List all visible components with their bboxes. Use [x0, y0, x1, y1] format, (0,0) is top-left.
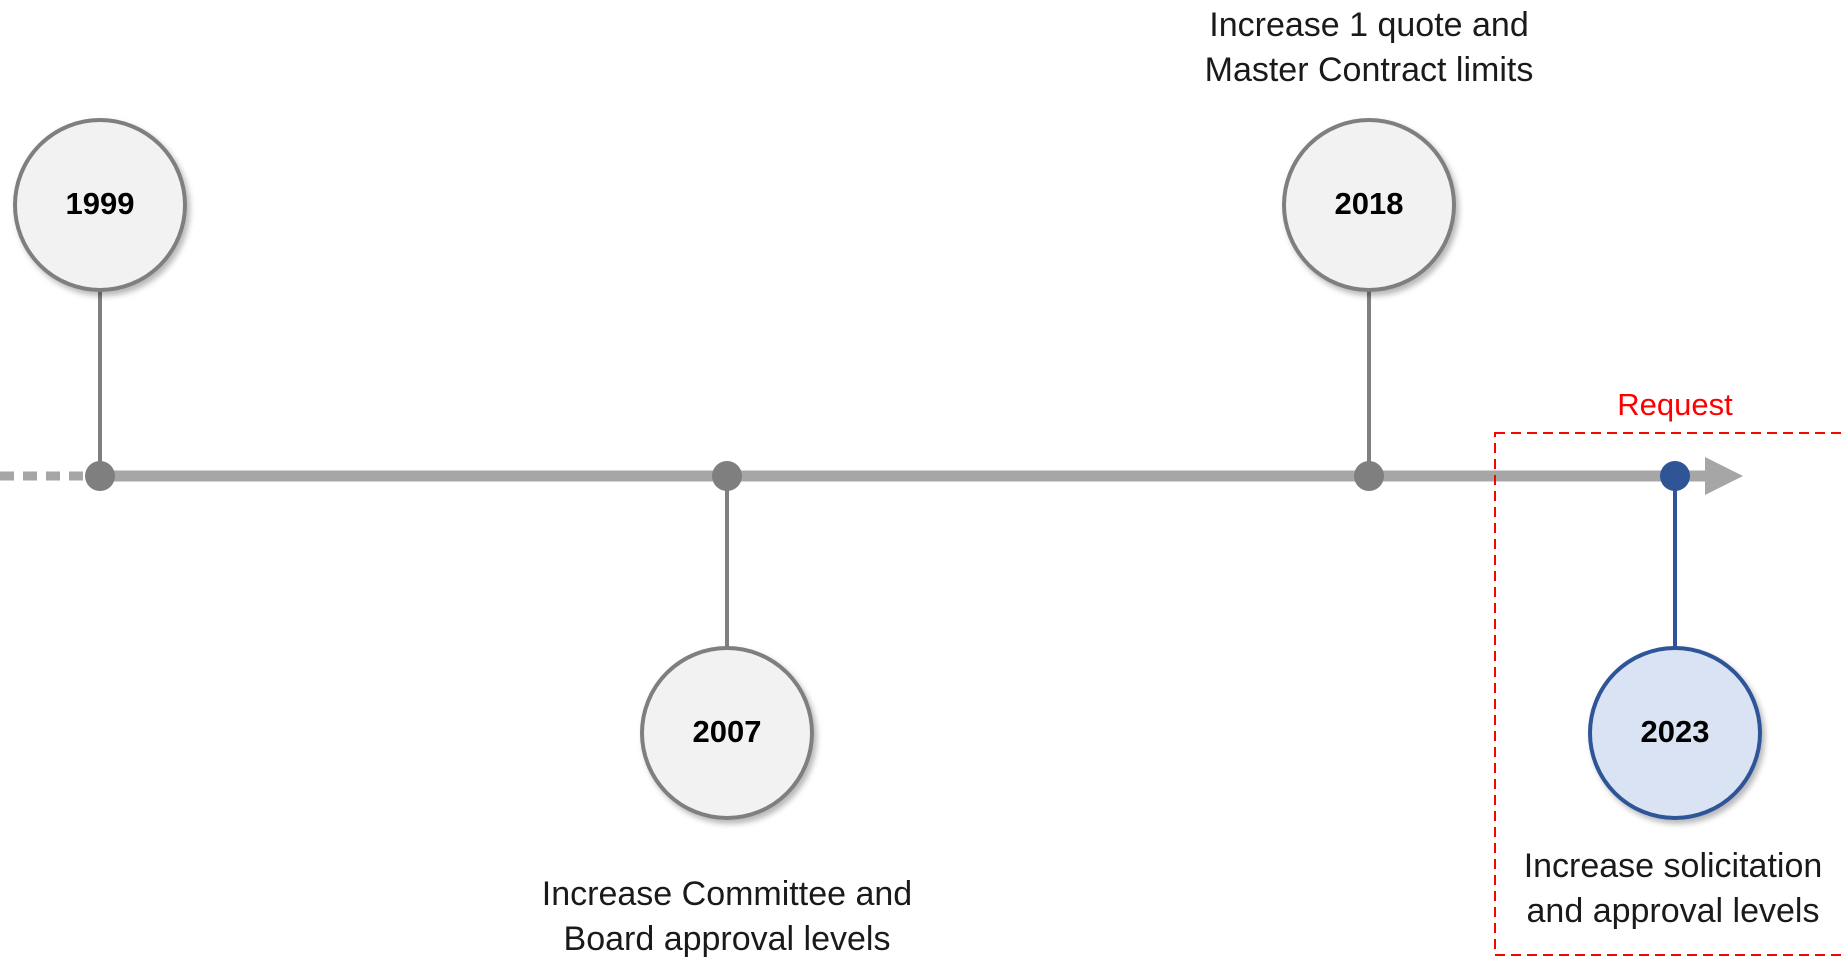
milestone-2007: 2007	[640, 461, 814, 820]
milestone-1999: 1999	[13, 118, 187, 491]
year-circle	[13, 118, 187, 292]
milestone-dot	[85, 461, 115, 491]
milestone-dot	[1354, 461, 1384, 491]
caption-2023: Increase solicitation and approval level…	[1500, 844, 1846, 934]
year-label: 2023	[1641, 714, 1710, 749]
caption-line: and approval levels	[1526, 892, 1820, 930]
year-circle	[1588, 646, 1762, 820]
request-label: Request	[1617, 387, 1733, 422]
year-label: 2018	[1335, 186, 1404, 221]
year-circle	[1282, 118, 1456, 292]
caption-line: Master Contract limits	[1204, 51, 1534, 89]
caption-2007: Increase Committee and Board approval le…	[527, 872, 927, 962]
year-circle	[640, 646, 814, 820]
caption-2018: Increase 1 quote and Master Contract lim…	[1169, 3, 1569, 93]
caption-line: Increase solicitation	[1523, 847, 1823, 885]
caption-line: Increase 1 quote and	[1209, 6, 1529, 44]
milestone-2018: 2018	[1282, 118, 1456, 491]
milestone-dot	[1660, 461, 1690, 491]
caption-line: Increase Committee and	[541, 875, 913, 913]
year-label: 1999	[66, 186, 135, 221]
request-box	[1494, 432, 1846, 956]
timeline-arrowhead	[1705, 457, 1743, 495]
caption-line: Board approval levels	[563, 920, 891, 958]
milestone-dot	[712, 461, 742, 491]
milestone-2023: 2023	[1588, 461, 1762, 820]
year-label: 2007	[693, 714, 762, 749]
